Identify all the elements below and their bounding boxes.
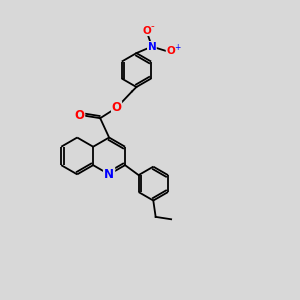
Text: N: N bbox=[104, 168, 114, 181]
Text: O: O bbox=[166, 46, 175, 56]
Text: O: O bbox=[112, 101, 122, 114]
Text: N: N bbox=[148, 42, 156, 52]
Text: O: O bbox=[75, 109, 85, 122]
Text: N: N bbox=[104, 168, 114, 181]
Text: +: + bbox=[174, 43, 181, 52]
Text: O: O bbox=[142, 26, 151, 35]
Text: -: - bbox=[151, 21, 154, 31]
